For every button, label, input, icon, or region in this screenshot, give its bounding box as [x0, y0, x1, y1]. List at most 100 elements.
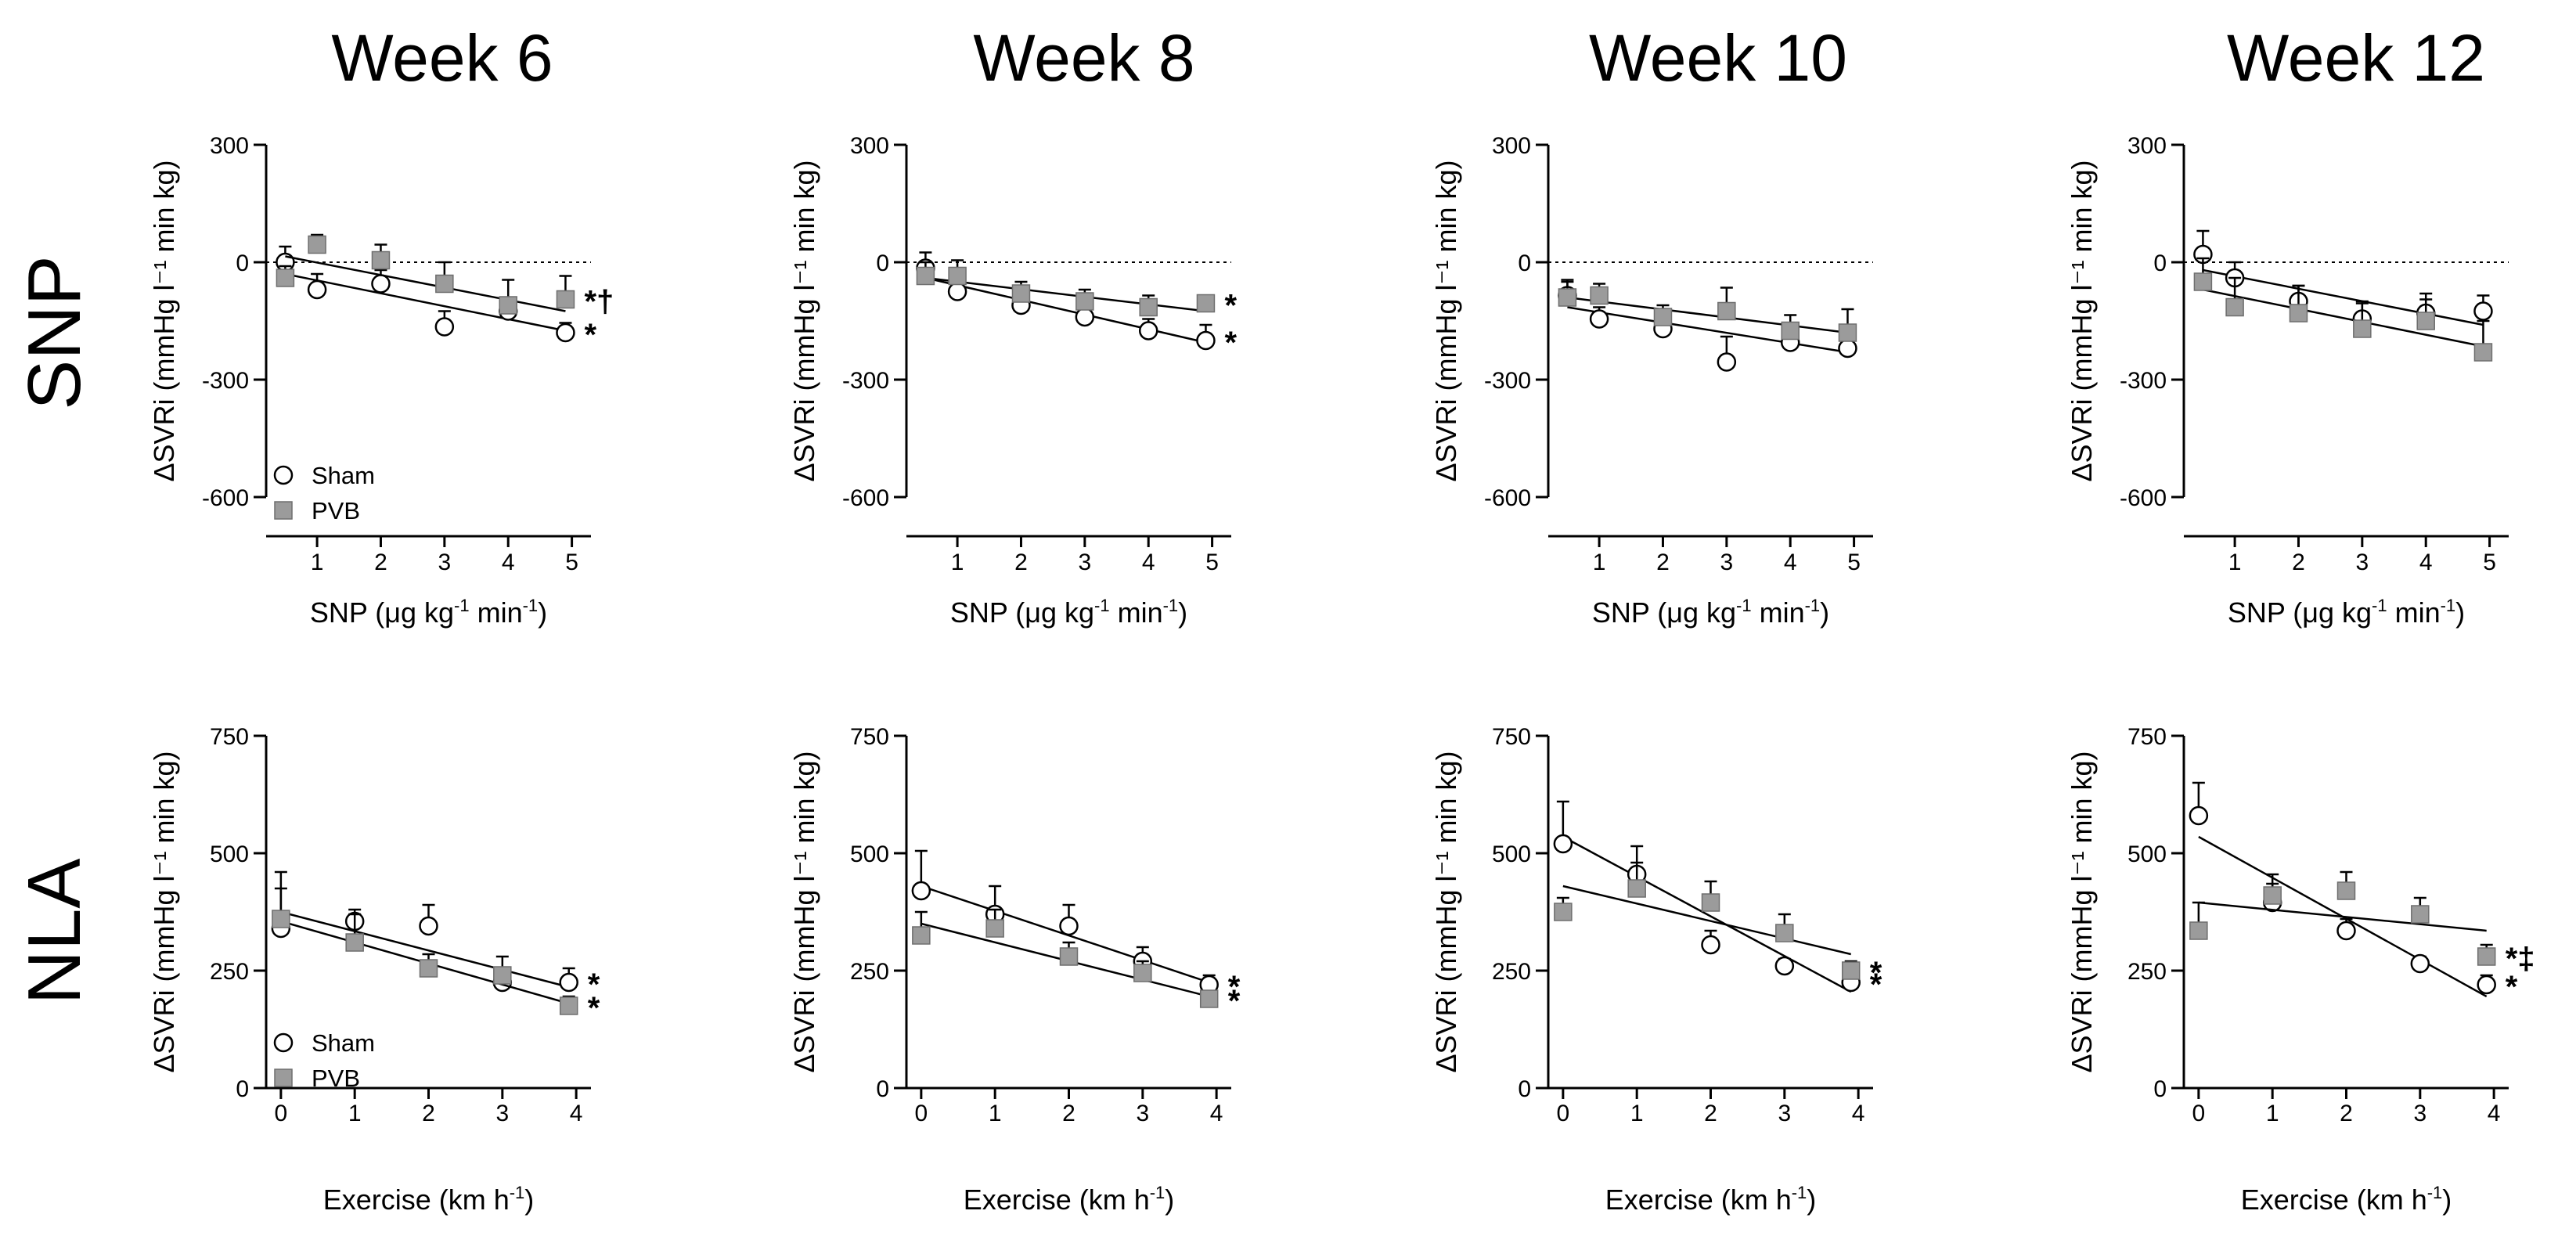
x-axis-title-part: min	[2387, 596, 2441, 629]
point-sham	[1838, 338, 1857, 359]
point-pvb	[2336, 881, 2356, 900]
y-tick-label: -600	[2120, 485, 2167, 511]
x-axis-title-part: )	[1178, 596, 1187, 629]
point-pvb	[2289, 304, 2308, 323]
x-tick-label: 4	[2488, 1101, 2501, 1126]
legend-pvb-marker	[274, 1068, 293, 1087]
x-tick-label: 1	[348, 1101, 362, 1126]
x-axis-title-part: -1	[2372, 596, 2387, 615]
x-axis-title-part: )	[1820, 596, 1829, 629]
y-axis-title: ΔSVRi (mmHg l⁻¹ min kg)	[148, 751, 180, 1072]
x-axis-title: Exercise (km h-1)	[323, 1183, 535, 1216]
y-tick-label: -300	[202, 368, 249, 394]
x-tick-label: 1	[1630, 1101, 1644, 1126]
y-tick-label: 0	[236, 1076, 249, 1102]
x-axis-title: SNP (μg kg-1 min-1)	[950, 596, 1187, 629]
fit-line-sham	[280, 910, 570, 989]
point-pvb	[1139, 297, 1158, 317]
x-tick-label: 2	[374, 550, 387, 575]
point-pvb	[1196, 294, 1216, 313]
x-axis-title-part: -1	[454, 596, 470, 615]
y-axis-title: ΔSVRi (mmHg l⁻¹ min kg)	[148, 160, 180, 481]
y-tick-label: 0	[876, 1076, 889, 1102]
significance-pvb: *	[1228, 984, 1241, 1018]
point-sham	[1717, 352, 1737, 372]
fit-line-sham	[285, 272, 566, 332]
significance-sham: *	[2506, 970, 2518, 1004]
point-pvb	[1838, 323, 1857, 342]
legend-label-sham: Sham	[312, 1029, 375, 1057]
panel-snp-week-8: 300 0 -300 -600 1 2 3 4 5 ΔSVRi (mmHg l⁻¹ min kg)…	[788, 133, 1237, 629]
x-tick-label: 3	[1136, 1101, 1149, 1126]
significance-pvb: *	[588, 991, 600, 1025]
y-tick-label: 250	[850, 959, 889, 985]
x-tick-label: 2	[1014, 550, 1028, 575]
x-tick-label: 0	[275, 1101, 288, 1126]
x-axis-title-part: -1	[510, 1183, 525, 1202]
point-sham	[1075, 307, 1095, 327]
point-pvb	[2411, 905, 2430, 924]
y-axis-title: ΔSVRi (mmHg l⁻¹ min kg)	[1430, 751, 1462, 1072]
x-axis-title-part: SNP (	[2228, 596, 2302, 629]
x-tick-label: 2	[2292, 550, 2305, 575]
point-pvb	[2263, 886, 2282, 905]
x-axis-title: Exercise (km h-1)	[2241, 1183, 2452, 1216]
significance-sham: *	[588, 968, 600, 1002]
y-tick-label: 0	[1518, 1076, 1531, 1102]
point-sham	[2473, 301, 2493, 321]
y-axis-title: ΔSVRi (mmHg l⁻¹ min kg)	[788, 751, 820, 1072]
y-tick-label: -300	[842, 368, 889, 394]
point-pvb	[1133, 964, 1152, 982]
x-tick-label: 0	[2192, 1101, 2206, 1126]
point-pvb	[1841, 961, 1861, 980]
x-axis-title-part: )	[1807, 1184, 1816, 1216]
point-pvb	[276, 268, 295, 287]
x-axis-title-part: g kg	[1683, 596, 1736, 629]
x-axis-title-part: Exercise (km h	[2241, 1184, 2427, 1216]
significance-pvb: *	[1870, 956, 1882, 990]
significance-sham: *	[1224, 326, 1237, 360]
x-tick-label: 1	[2266, 1101, 2279, 1126]
y-axis-title: ΔSVRi (mmHg l⁻¹ min kg)	[2066, 160, 2098, 481]
point-pvb	[559, 996, 578, 1015]
x-tick-label: 3	[1720, 550, 1733, 575]
point-pvb	[1781, 321, 1800, 341]
point-pvb	[1717, 301, 1736, 321]
x-tick-label: 2	[1704, 1101, 1717, 1126]
point-pvb	[985, 919, 1004, 938]
point-pvb	[1059, 947, 1079, 966]
fit-line-pvb	[925, 276, 1206, 312]
y-tick-label: 0	[2153, 250, 2167, 276]
point-sham	[307, 279, 327, 300]
point-sham	[1196, 330, 1216, 351]
y-tick-label: 300	[2127, 133, 2167, 159]
point-sham	[419, 916, 438, 936]
y-tick-label: 0	[2153, 1076, 2167, 1102]
x-tick-label: 3	[495, 1101, 509, 1126]
significance-pvb: *	[1224, 289, 1237, 323]
x-tick-label: 4	[1852, 1101, 1865, 1126]
y-axis-title: ΔSVRi (mmHg l⁻¹ min kg)	[788, 160, 820, 481]
point-pvb	[2353, 319, 2372, 338]
x-tick-label: 3	[2413, 1101, 2426, 1126]
point-pvb	[2189, 921, 2208, 940]
point-pvb	[1558, 288, 1577, 307]
y-tick-label: 0	[1518, 250, 1531, 276]
point-pvb	[1011, 284, 1031, 303]
fit-line-pvb	[2203, 288, 2484, 348]
point-pvb	[556, 290, 575, 309]
x-axis-title-part: g kg	[1041, 596, 1094, 629]
column-title-week-8: Week 8	[973, 21, 1195, 95]
x-tick-label: 5	[1847, 550, 1861, 575]
panel-nla-week-12: 750 500 250 00 1 2 3 4 ΔSVRi (mmHg l⁻¹ min kg) Ex…	[2066, 724, 2535, 1216]
point-pvb	[2473, 343, 2493, 362]
y-tick-label: -300	[1484, 368, 1531, 394]
fit-line-pvb	[1562, 885, 1851, 956]
y-tick-label: 500	[850, 841, 889, 867]
x-tick-label: 1	[1593, 550, 1606, 575]
point-sham	[2189, 805, 2209, 826]
legend-label-pvb: PVB	[312, 1065, 360, 1092]
point-sham	[2336, 921, 2356, 941]
x-axis-title-part: Exercise (km h	[323, 1184, 510, 1216]
y-tick-label: -600	[1484, 485, 1531, 511]
